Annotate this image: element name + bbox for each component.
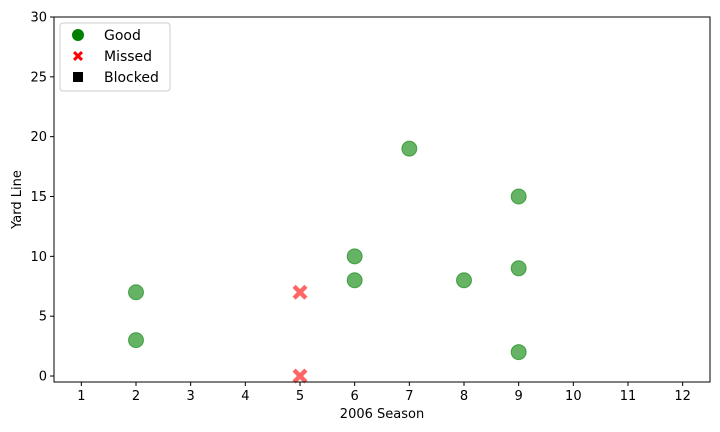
legend-blocked-marker	[73, 72, 83, 82]
missed-point	[292, 368, 308, 384]
y-tick-label: 15	[30, 190, 47, 205]
good-point	[401, 140, 418, 157]
missed-point	[292, 284, 308, 300]
x-tick-label: 8	[460, 389, 468, 404]
y-tick-label: 30	[30, 11, 47, 26]
legend-missed-marker	[73, 51, 83, 61]
x-axis-label: 2006 Season	[340, 407, 424, 422]
x-tick-label: 3	[187, 389, 195, 404]
legend: Good Missed Blocked	[59, 22, 171, 92]
x-tick-label: 12	[674, 389, 691, 404]
x-tick-label: 11	[620, 389, 637, 404]
good-point	[510, 188, 527, 205]
good-point	[128, 284, 144, 301]
good-point	[510, 260, 527, 277]
y-tick-label: 0	[39, 370, 47, 385]
x-tick-label: 9	[515, 389, 523, 404]
good-point	[346, 272, 363, 289]
y-tick-label: 5	[39, 310, 47, 325]
y-tick-label: 20	[30, 130, 47, 145]
y-axis-label: Yard Line	[10, 170, 25, 230]
x-tick-label: 4	[241, 389, 249, 404]
good-point	[128, 332, 144, 349]
legend-box	[59, 22, 171, 92]
good-point	[510, 344, 527, 361]
plot-frame	[53, 16, 711, 383]
x-tick-label: 6	[351, 389, 359, 404]
x-tick-label: 2	[132, 389, 140, 404]
legend-good-label: Good	[104, 28, 141, 44]
legend-good-marker	[72, 29, 84, 41]
good-point	[346, 248, 363, 265]
good-point	[456, 272, 472, 289]
x-tick-label: 10	[565, 389, 582, 404]
x-tick-label: 5	[296, 389, 304, 404]
marks-layer	[128, 140, 527, 384]
x-tick-label: 7	[405, 389, 413, 404]
x-tick-label: 1	[77, 389, 85, 404]
y-tick-label: 25	[30, 70, 47, 85]
legend-missed-label: Missed	[104, 49, 152, 65]
y-tick-label: 10	[30, 250, 47, 265]
legend-blocked-label: Blocked	[104, 70, 159, 86]
